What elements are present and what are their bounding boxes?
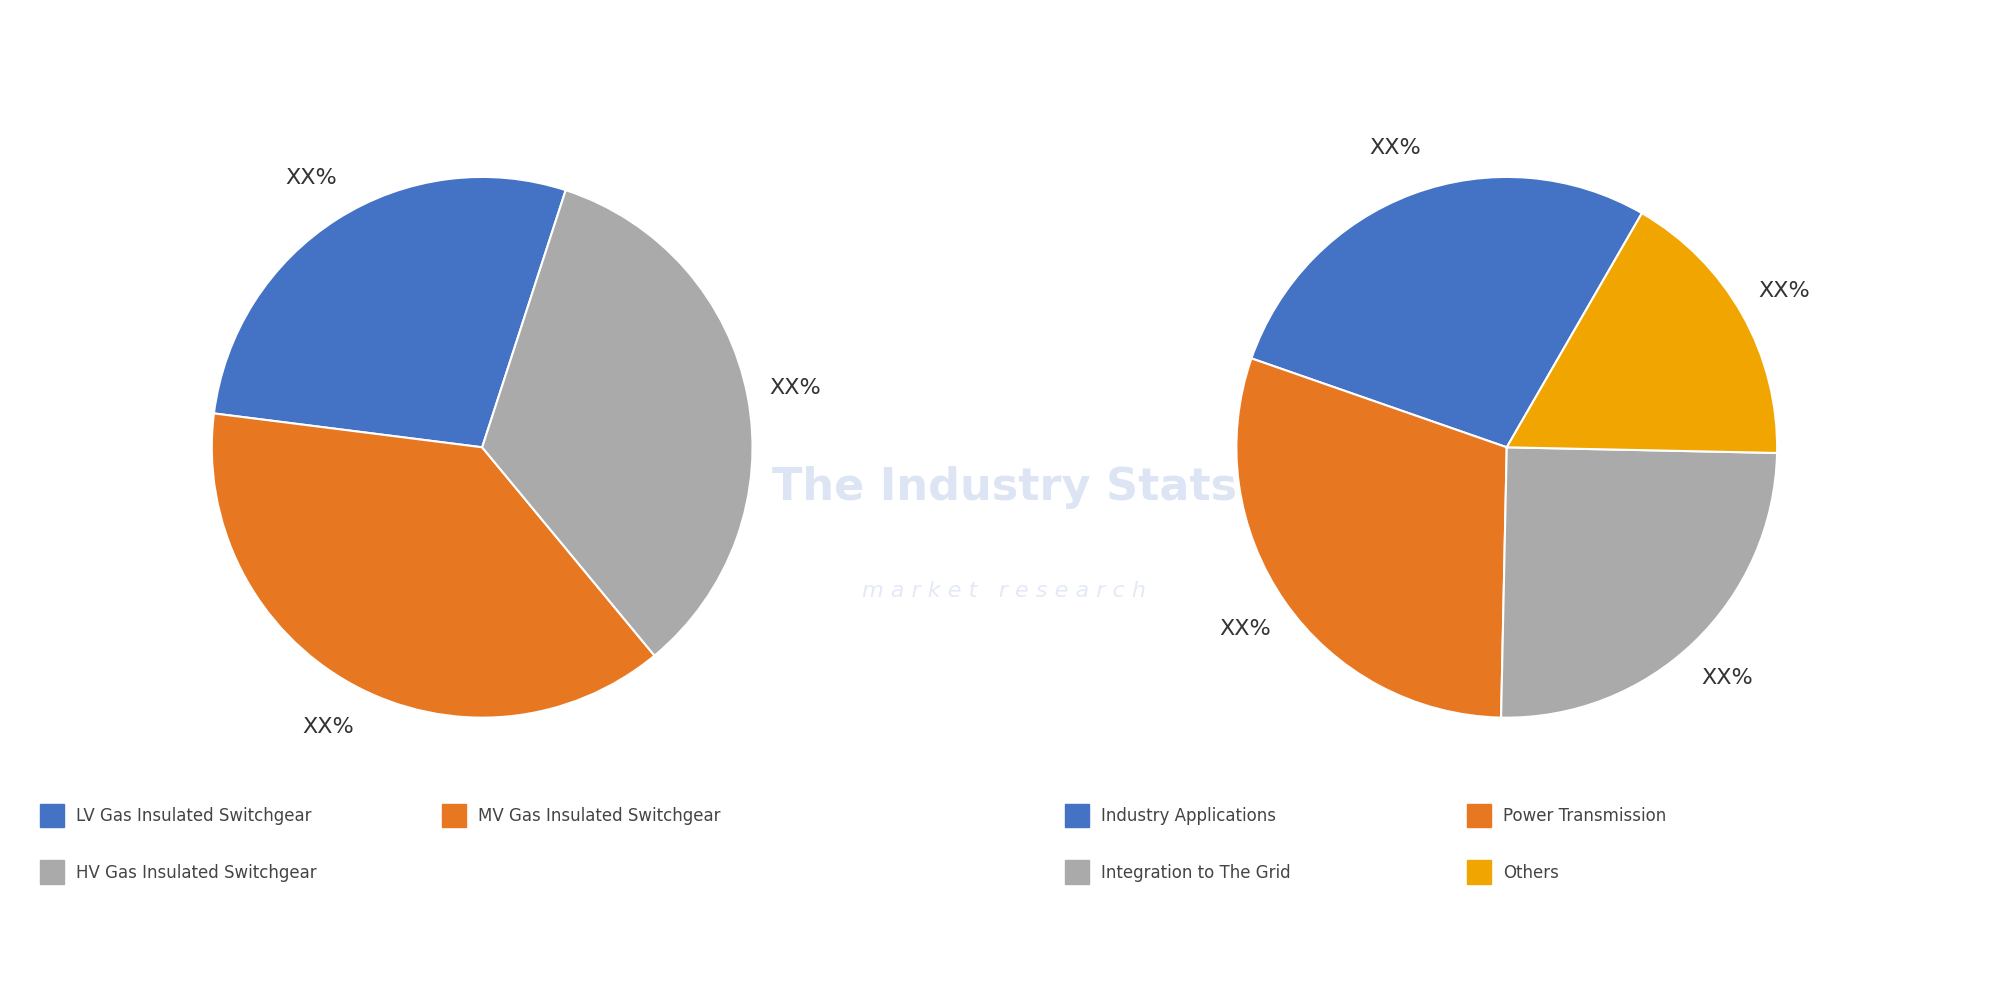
Wedge shape xyxy=(211,414,655,718)
Text: Website: www.theindustrystats.com: Website: www.theindustrystats.com xyxy=(1601,942,1969,961)
Bar xyxy=(1065,803,1089,827)
Text: MV Gas Insulated Switchgear: MV Gas Insulated Switchgear xyxy=(478,807,721,825)
Wedge shape xyxy=(482,190,753,656)
Text: Integration to The Grid: Integration to The Grid xyxy=(1101,865,1290,883)
Wedge shape xyxy=(1501,447,1778,718)
Text: XX%: XX% xyxy=(1219,619,1270,639)
Wedge shape xyxy=(213,177,567,447)
Bar xyxy=(1065,861,1089,884)
Wedge shape xyxy=(1507,213,1778,453)
Text: Others: Others xyxy=(1503,865,1559,883)
Text: Fig. Global Gas Insulated Switchgear Market Share by Product Types & Application: Fig. Global Gas Insulated Switchgear Mar… xyxy=(24,40,1193,65)
Text: Industry Applications: Industry Applications xyxy=(1101,807,1276,825)
Text: Source: Theindustrystats Analysis: Source: Theindustrystats Analysis xyxy=(40,942,386,961)
Bar xyxy=(1467,803,1491,827)
Wedge shape xyxy=(1236,359,1507,718)
Text: Power Transmission: Power Transmission xyxy=(1503,807,1665,825)
Text: Email: sales@theindustrystats.com: Email: sales@theindustrystats.com xyxy=(828,942,1181,961)
Text: The Industry Stats: The Industry Stats xyxy=(771,465,1238,509)
Text: XX%: XX% xyxy=(1370,138,1422,158)
Bar xyxy=(40,803,64,827)
Bar xyxy=(1467,861,1491,884)
Wedge shape xyxy=(1252,177,1641,447)
Text: XX%: XX% xyxy=(1702,668,1754,688)
Bar xyxy=(40,861,64,884)
Text: m a r k e t   r e s e a r c h: m a r k e t r e s e a r c h xyxy=(862,581,1147,601)
Text: XX%: XX% xyxy=(285,168,338,188)
Text: XX%: XX% xyxy=(303,717,354,737)
Text: XX%: XX% xyxy=(1758,280,1810,300)
Text: HV Gas Insulated Switchgear: HV Gas Insulated Switchgear xyxy=(76,865,317,883)
Bar xyxy=(442,803,466,827)
Text: LV Gas Insulated Switchgear: LV Gas Insulated Switchgear xyxy=(76,807,311,825)
Text: XX%: XX% xyxy=(769,378,822,398)
